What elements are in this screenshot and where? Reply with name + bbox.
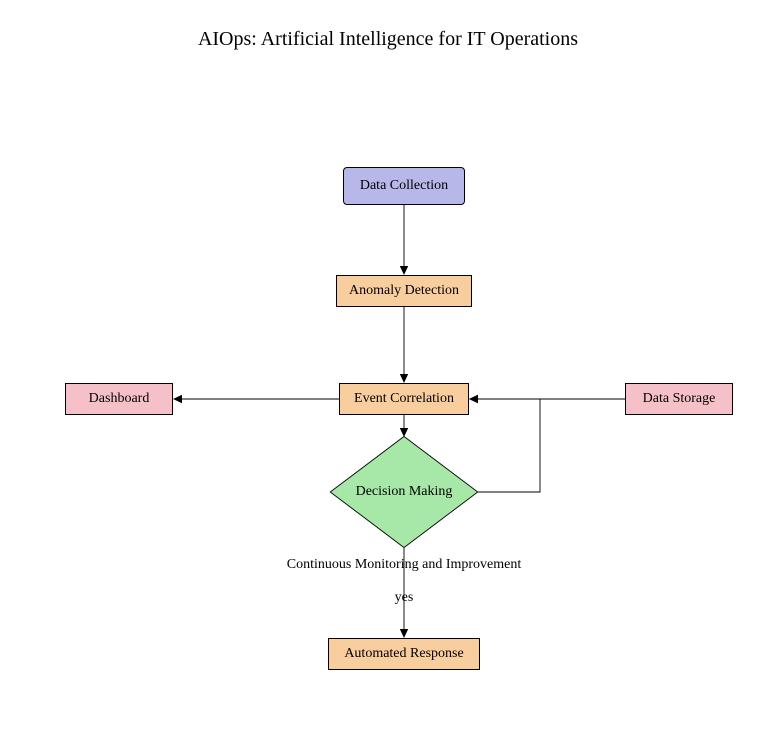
flowchart-canvas: AIOps: Artificial Intelligence for IT Op… (0, 0, 776, 738)
edge-label: yes (395, 590, 414, 606)
node-label: Decision Making (331, 437, 477, 547)
node-eventCorrelation: Event Correlation (339, 383, 469, 415)
node-dataStorage: Data Storage (625, 383, 733, 415)
node-automatedResponse: Automated Response (328, 638, 480, 670)
edge-label: Continuous Monitoring and Improvement (287, 557, 521, 573)
node-dashboard: Dashboard (65, 383, 173, 415)
node-decisionMaking: Decision Making (331, 437, 477, 547)
node-anomalyDetection: Anomaly Detection (336, 275, 472, 307)
node-dataCollection: Data Collection (343, 167, 465, 205)
diagram-title: AIOps: Artificial Intelligence for IT Op… (0, 28, 776, 51)
edges-layer (0, 0, 776, 738)
